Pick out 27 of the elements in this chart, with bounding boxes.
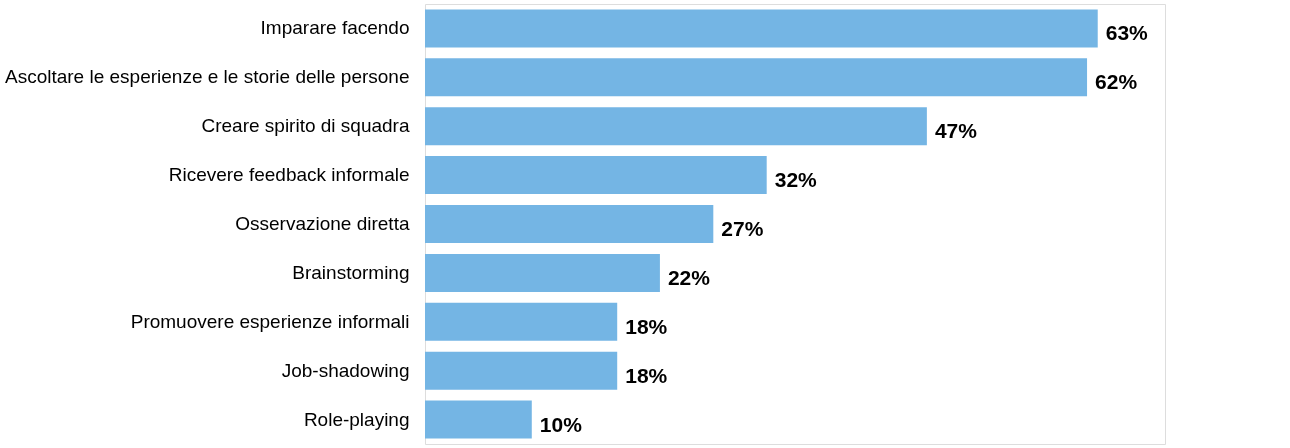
- data-label: 10%: [539, 412, 583, 436]
- y-tick-label: Job-shadowing: [281, 359, 410, 381]
- data-label: 18%: [625, 363, 668, 387]
- data-label: 27%: [721, 217, 764, 240]
- bar: [425, 400, 532, 439]
- data-label: 62%: [1095, 70, 1138, 94]
- y-tick-label: Role-playing: [303, 408, 410, 430]
- bar: [425, 156, 767, 195]
- y-tick-label: Ascoltare le esperienze e le storie delle persone: [4, 66, 410, 88]
- data-label: 18%: [625, 314, 668, 338]
- y-tick-label: Osservazione diretta: [235, 213, 410, 234]
- y-tick-label: Imparare facendo: [260, 17, 410, 39]
- bar: [425, 9, 1098, 48]
- bar: [425, 58, 1088, 97]
- bar: [425, 205, 714, 243]
- data-label: 47%: [934, 119, 978, 143]
- data-label: 22%: [667, 265, 711, 289]
- bar: [425, 351, 618, 390]
- bar: [425, 302, 618, 341]
- data-label: 63%: [1105, 21, 1149, 45]
- data-label: 32%: [774, 168, 818, 192]
- y-tick-label: Creare spirito di squadra: [201, 115, 410, 137]
- bar: [425, 253, 660, 292]
- y-tick-label: Promuovere esperienze informali: [130, 310, 410, 332]
- bar: [425, 107, 927, 146]
- y-tick-label: Ricevere feedback informale: [168, 164, 410, 186]
- y-tick-label: Brainstorming: [292, 261, 410, 283]
